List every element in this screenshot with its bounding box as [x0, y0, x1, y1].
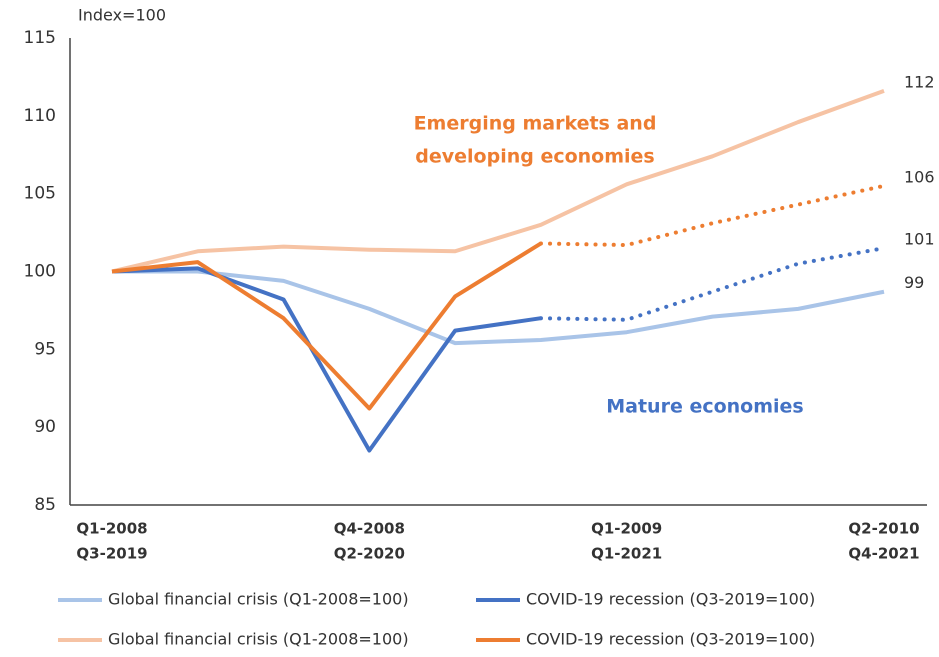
x-tick-label: Q1-2008 [76, 520, 147, 538]
legend-label: Global financial crisis (Q1-2008=100) [108, 630, 409, 649]
x-tick-label: Q2-2020 [334, 545, 405, 563]
legend-label: Global financial crisis (Q1-2008=100) [108, 590, 409, 609]
x-tick-label: Q1-2009 [591, 520, 662, 538]
data-label: 101 [904, 230, 935, 249]
line [111, 266, 542, 453]
projection-line [538, 183, 886, 248]
data-label: 99 [904, 273, 924, 292]
y-axis-label: Index=100 [78, 6, 166, 25]
y-tick-label: 85 [34, 495, 56, 515]
y-tick-label: 110 [24, 106, 56, 126]
projection-line [538, 246, 886, 322]
data-label: 106 [904, 167, 935, 186]
y-tick-label: 105 [24, 184, 56, 204]
annotation: developing economies [415, 146, 654, 168]
x-tick-label: Q2-2010 [848, 520, 919, 538]
x-tick-label: Q4-2008 [334, 520, 405, 538]
x-tick-label: Q3-2019 [76, 545, 147, 563]
x-tick-label: Q4-2021 [848, 545, 919, 563]
y-tick-label: 100 [24, 262, 56, 282]
x-tick-label: Q1-2021 [591, 545, 662, 563]
data-label: 112 [904, 72, 935, 91]
y-tick-label: 115 [24, 28, 56, 48]
y-tick-label: 95 [34, 339, 56, 359]
line [111, 241, 542, 411]
annotation: Emerging markets and [414, 113, 657, 135]
annotation: Mature economies [606, 396, 804, 418]
legend-label: COVID-19 recession (Q3-2019=100) [526, 630, 815, 649]
line [112, 269, 885, 346]
y-tick-label: 90 [34, 417, 56, 437]
line [111, 89, 885, 274]
legend-label: COVID-19 recession (Q3-2019=100) [526, 590, 815, 609]
